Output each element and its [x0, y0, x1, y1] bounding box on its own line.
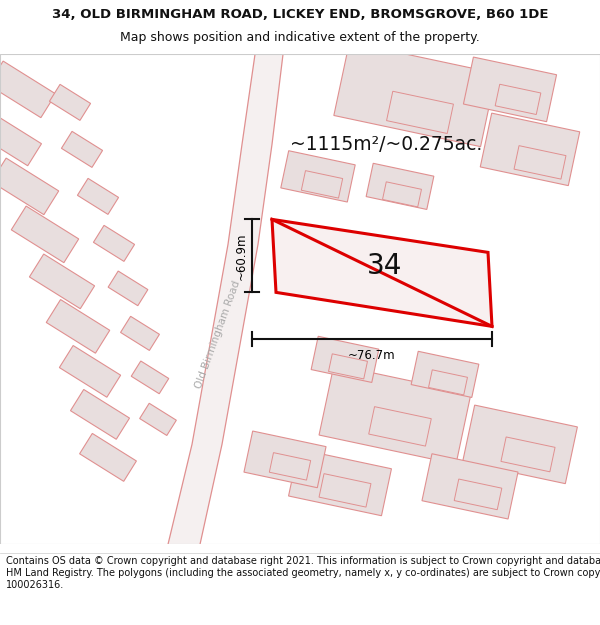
Text: ~1115m²/~0.275ac.: ~1115m²/~0.275ac.: [290, 135, 482, 154]
Text: 100026316.: 100026316.: [6, 580, 64, 590]
Polygon shape: [301, 171, 343, 198]
Polygon shape: [269, 452, 311, 480]
Polygon shape: [383, 182, 421, 207]
Polygon shape: [329, 354, 367, 379]
Polygon shape: [501, 437, 555, 472]
Polygon shape: [454, 479, 502, 510]
Polygon shape: [131, 361, 169, 394]
Polygon shape: [0, 158, 59, 214]
Polygon shape: [369, 407, 431, 446]
Polygon shape: [61, 131, 103, 168]
Polygon shape: [244, 431, 326, 488]
Polygon shape: [366, 163, 434, 209]
Polygon shape: [0, 113, 41, 166]
Polygon shape: [428, 370, 467, 395]
Polygon shape: [311, 336, 379, 382]
Polygon shape: [59, 346, 121, 398]
Polygon shape: [168, 54, 283, 544]
Text: 34: 34: [367, 253, 403, 281]
Polygon shape: [94, 226, 134, 261]
Polygon shape: [11, 206, 79, 262]
Polygon shape: [319, 364, 471, 464]
Text: HM Land Registry. The polygons (including the associated geometry, namely x, y c: HM Land Registry. The polygons (includin…: [6, 568, 600, 578]
Polygon shape: [411, 351, 479, 398]
Polygon shape: [480, 113, 580, 186]
Text: ~60.9m: ~60.9m: [235, 232, 248, 279]
Polygon shape: [281, 151, 355, 202]
Text: ~76.7m: ~76.7m: [348, 349, 396, 362]
Text: 34, OLD BIRMINGHAM ROAD, LICKEY END, BROMSGROVE, B60 1DE: 34, OLD BIRMINGHAM ROAD, LICKEY END, BRO…: [52, 8, 548, 21]
Polygon shape: [70, 389, 130, 439]
Text: Old Birmingham Road: Old Birmingham Road: [194, 279, 242, 390]
Text: Map shows position and indicative extent of the property.: Map shows position and indicative extent…: [120, 31, 480, 44]
Polygon shape: [495, 84, 541, 114]
Polygon shape: [422, 454, 518, 519]
Polygon shape: [319, 474, 371, 507]
Text: Contains OS data © Crown copyright and database right 2021. This information is : Contains OS data © Crown copyright and d…: [6, 556, 600, 566]
Polygon shape: [77, 178, 119, 214]
Polygon shape: [140, 403, 176, 436]
Polygon shape: [49, 84, 91, 121]
Polygon shape: [29, 254, 95, 309]
Polygon shape: [514, 146, 566, 179]
Polygon shape: [46, 299, 110, 353]
Polygon shape: [80, 433, 136, 481]
Polygon shape: [108, 271, 148, 306]
Polygon shape: [463, 57, 557, 122]
Polygon shape: [0, 61, 56, 118]
Polygon shape: [334, 42, 496, 147]
Polygon shape: [463, 405, 577, 484]
Polygon shape: [386, 91, 454, 134]
Polygon shape: [121, 316, 160, 351]
Polygon shape: [272, 219, 492, 326]
Polygon shape: [289, 449, 391, 516]
